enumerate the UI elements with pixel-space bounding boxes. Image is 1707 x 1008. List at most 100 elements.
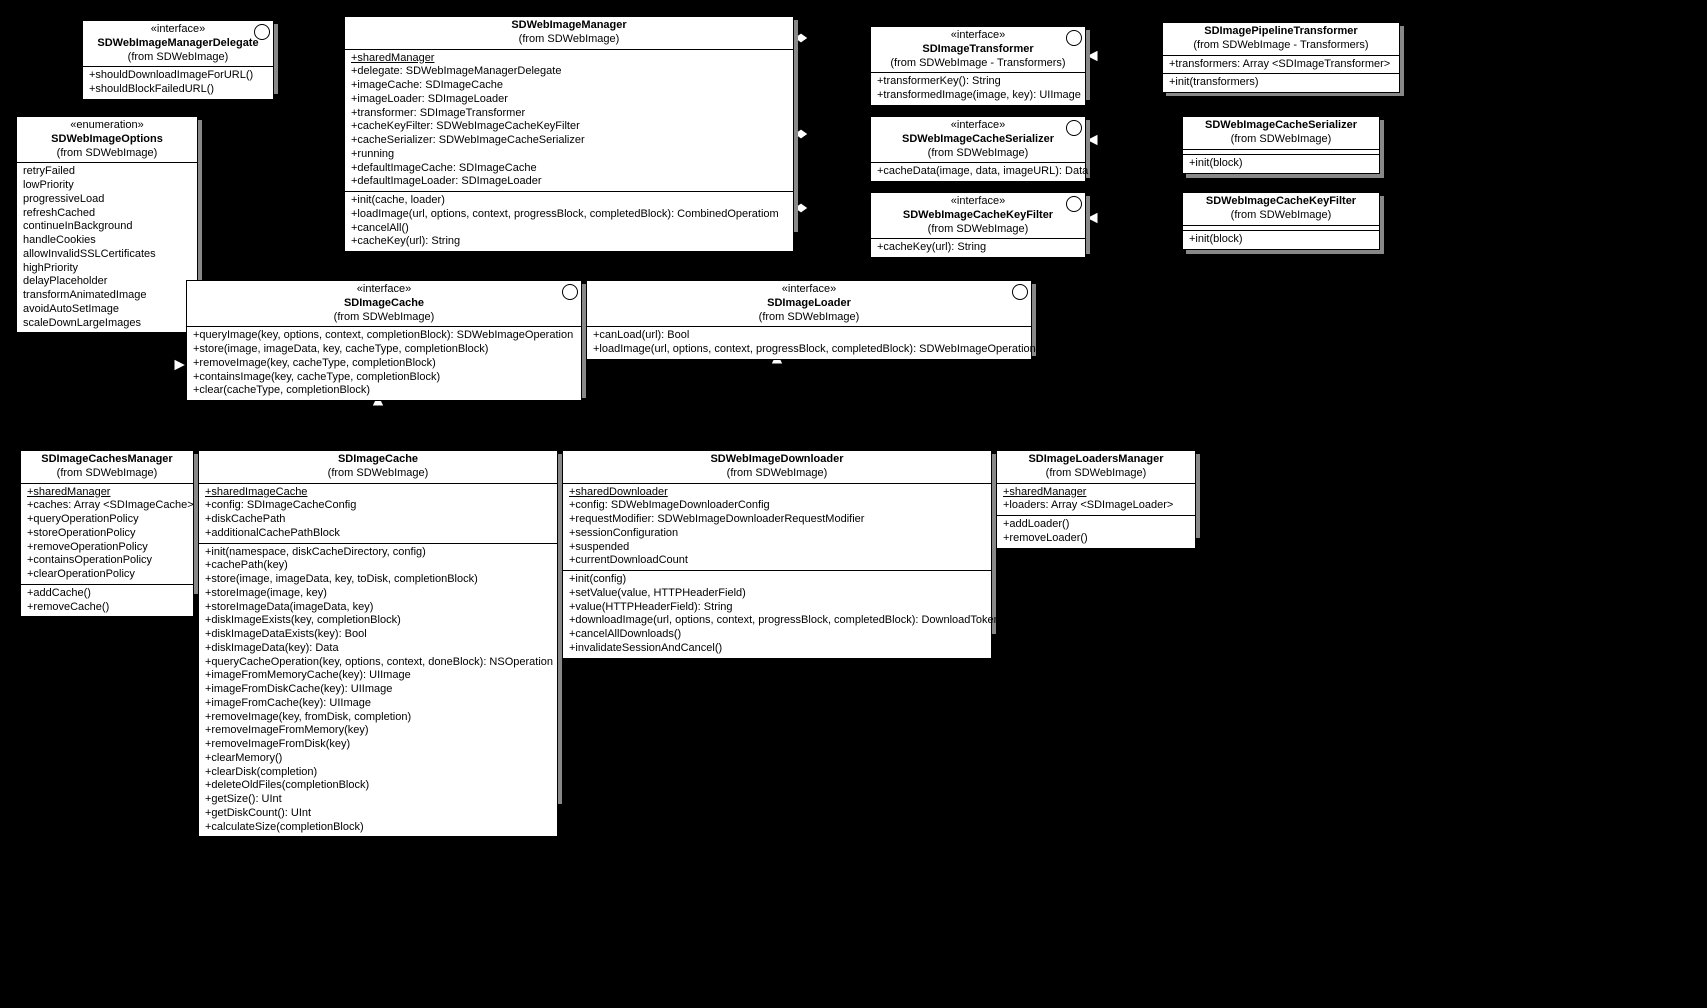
- imageCache-class: SDImageCache(from SDWebImage)+sharedImag…: [198, 450, 558, 837]
- manager-member: +delegate: SDWebImageManagerDelegate: [351, 65, 787, 79]
- options-title: «enumeration»SDWebImageOptions(from SDWe…: [17, 117, 197, 163]
- cacheKeyFilter-member: +init(block): [1189, 233, 1373, 247]
- options-stereotype: «enumeration»: [23, 119, 191, 133]
- downloader-title: SDWebImageDownloader(from SDWebImage): [563, 451, 991, 484]
- transformer-section-0: +transformerKey(): String+transformedIma…: [871, 73, 1085, 105]
- cacheSerializer-member: +init(block): [1189, 157, 1373, 171]
- imageCacheI-from: (from SDWebImage): [193, 311, 575, 325]
- transformer-interface-icon: [1066, 30, 1082, 46]
- imageCache-member: +imageFromCache(key): UIImage: [205, 697, 551, 711]
- imageLoaderI-title: «interface»SDImageLoader(from SDWebImage…: [587, 281, 1031, 327]
- cacheSerializer-name: SDWebImageCacheSerializer: [1189, 119, 1373, 133]
- imageLoaderI-class: «interface»SDImageLoader(from SDWebImage…: [586, 280, 1032, 360]
- loadersManager-member: +addLoader(): [1003, 518, 1189, 532]
- downloader-member: +suspended: [569, 541, 985, 555]
- pipelineTransformer-member: +init(transformers): [1169, 76, 1393, 90]
- pipelineTransformer-member: +transformers: Array <SDImageTransformer…: [1169, 58, 1393, 72]
- imageCache-name: SDImageCache: [205, 453, 551, 467]
- imageCache-member: +config: SDImageCacheConfig: [205, 499, 551, 513]
- downloader-member: +sharedDownloader: [569, 486, 985, 500]
- manager-member: +sharedManager: [351, 52, 787, 66]
- cachesManager-member: +removeOperationPolicy: [27, 541, 187, 555]
- downloader-member: +init(config): [569, 573, 985, 587]
- imageCache-member: +storeImage(image, key): [205, 587, 551, 601]
- options-section-0: retryFailedlowPriorityprogressiveLoadref…: [17, 163, 197, 332]
- imageCache-member: +diskImageExists(key, completionBlock): [205, 614, 551, 628]
- imageCache-member: +getSize(): UInt: [205, 793, 551, 807]
- manager-member: +cacheKey(url): String: [351, 235, 787, 249]
- imageCache-member: +storeImageData(imageData, key): [205, 601, 551, 615]
- options-member: retryFailed: [23, 165, 191, 179]
- options-member: transformAnimatedImage: [23, 289, 191, 303]
- uml-connector: [107, 365, 186, 450]
- cachesManager-member: +caches: Array <SDImageCache>: [27, 499, 187, 513]
- cachesManager-member: +clearOperationPolicy: [27, 568, 187, 582]
- imageCache-member: +cachePath(key): [205, 559, 551, 573]
- cacheSerializerI-section-0: +cacheData(image, data, imageURL): Data: [871, 163, 1085, 181]
- options-member: refreshCached: [23, 207, 191, 221]
- imageCacheI-member: +removeImage(key, cacheType, completionB…: [193, 357, 575, 371]
- imageLoaderI-stereotype: «interface»: [593, 283, 1025, 297]
- cachesManager-member: +storeOperationPolicy: [27, 527, 187, 541]
- cacheKeyFilterI-class: «interface»SDWebImageCacheKeyFilter(from…: [870, 192, 1086, 258]
- options-member: avoidAutoSetImage: [23, 303, 191, 317]
- loadersManager-class: SDImageLoadersManager(from SDWebImage) +s…: [996, 450, 1196, 549]
- cacheKeyFilter-section-1: +init(block): [1183, 231, 1379, 249]
- cacheKeyFilter-from: (from SDWebImage): [1189, 209, 1373, 223]
- loadersManager-member: +sharedManager: [1003, 486, 1189, 500]
- managerDelegate-interface-icon: [254, 24, 270, 40]
- transformer-member: +transformerKey(): String: [877, 75, 1079, 89]
- manager-member: +defaultImageLoader: SDImageLoader: [351, 175, 787, 189]
- cacheSerializer-from: (from SDWebImage): [1189, 133, 1373, 147]
- options-member: delayPlaceholder: [23, 275, 191, 289]
- transformer-title: «interface»SDImageTransformer(from SDWeb…: [871, 27, 1085, 73]
- cacheKeyFilter-name: SDWebImageCacheKeyFilter: [1189, 195, 1373, 209]
- downloader-section-0: +sharedDownloader+config: SDWebImageDown…: [563, 484, 991, 572]
- imageCache-member: +clearDisk(completion): [205, 766, 551, 780]
- managerDelegate-class: «interface»SDWebImageManagerDelegate(fro…: [82, 20, 274, 100]
- manager-member: +defaultImageCache: SDImageCache: [351, 162, 787, 176]
- options-member: allowInvalidSSLCertificates: [23, 248, 191, 262]
- managerDelegate-from: (from SDWebImage): [89, 51, 267, 65]
- cacheKeyFilterI-section-0: +cacheKey(url): String: [871, 239, 1085, 257]
- manager-name: SDWebImageManager: [351, 19, 787, 33]
- imageCacheI-member: +store(image, imageData, key, cacheType,…: [193, 343, 575, 357]
- cacheSerializerI-member: +cacheData(image, data, imageURL): Data: [877, 165, 1079, 179]
- downloader-member: +currentDownloadCount: [569, 554, 985, 568]
- downloader-from: (from SDWebImage): [569, 467, 985, 481]
- manager-from: (from SDWebImage): [351, 33, 787, 47]
- imageCache-member: +diskImageData(key): Data: [205, 642, 551, 656]
- imageCache-member: +sharedImageCache: [205, 486, 551, 500]
- imageCache-member: +getDiskCount(): UInt: [205, 807, 551, 821]
- cacheSerializerI-stereotype: «interface»: [877, 119, 1079, 133]
- managerDelegate-member: +shouldDownloadImageForURL(): [89, 69, 267, 83]
- options-member: handleCookies: [23, 234, 191, 248]
- cacheKeyFilterI-from: (from SDWebImage): [877, 223, 1079, 237]
- transformer-class: «interface»SDImageTransformer(from SDWeb…: [870, 26, 1086, 106]
- loadersManager-section-1: +addLoader()+removeLoader(): [997, 516, 1195, 548]
- pipelineTransformer-section-1: +init(transformers): [1163, 74, 1399, 92]
- cacheSerializer-section-1: +init(block): [1183, 155, 1379, 173]
- cacheSerializerI-name: SDWebImageCacheSerializer: [877, 133, 1079, 147]
- imageCache-member: +imageFromMemoryCache(key): UIImage: [205, 669, 551, 683]
- cacheKeyFilter-class: SDWebImageCacheKeyFilter(from SDWebImage…: [1182, 192, 1380, 250]
- imageCache-member: +removeImageFromMemory(key): [205, 724, 551, 738]
- options-member: continueInBackground: [23, 220, 191, 234]
- options-class: «enumeration»SDWebImageOptions(from SDWe…: [16, 116, 198, 333]
- imageLoaderI-member: +canLoad(url): Bool: [593, 329, 1025, 343]
- downloader-member: +cancelAllDownloads(): [569, 628, 985, 642]
- imageCache-member: +init(namespace, diskCacheDirectory, con…: [205, 546, 551, 560]
- imageCacheI-stereotype: «interface»: [193, 283, 575, 297]
- managerDelegate-section-0: +shouldDownloadImageForURL()+shouldBlock…: [83, 67, 273, 99]
- imageCacheI-member: +clear(cacheType, completionBlock): [193, 384, 575, 398]
- managerDelegate-title: «interface»SDWebImageManagerDelegate(fro…: [83, 21, 273, 67]
- options-from: (from SDWebImage): [23, 147, 191, 161]
- imageCache-section-1: +init(namespace, diskCacheDirectory, con…: [199, 544, 557, 837]
- imageCacheI-class: «interface»SDImageCache(from SDWebImage)…: [186, 280, 582, 401]
- downloader-member: +requestModifier: SDWebImageDownloaderRe…: [569, 513, 985, 527]
- pipelineTransformer-name: SDImagePipelineTransformer: [1169, 25, 1393, 39]
- uml-connector: [1032, 340, 1096, 450]
- loadersManager-title: SDImageLoadersManager(from SDWebImage): [997, 451, 1195, 484]
- options-name: SDWebImageOptions: [23, 133, 191, 147]
- manager-section-0: +sharedManager+delegate: SDWebImageManag…: [345, 50, 793, 193]
